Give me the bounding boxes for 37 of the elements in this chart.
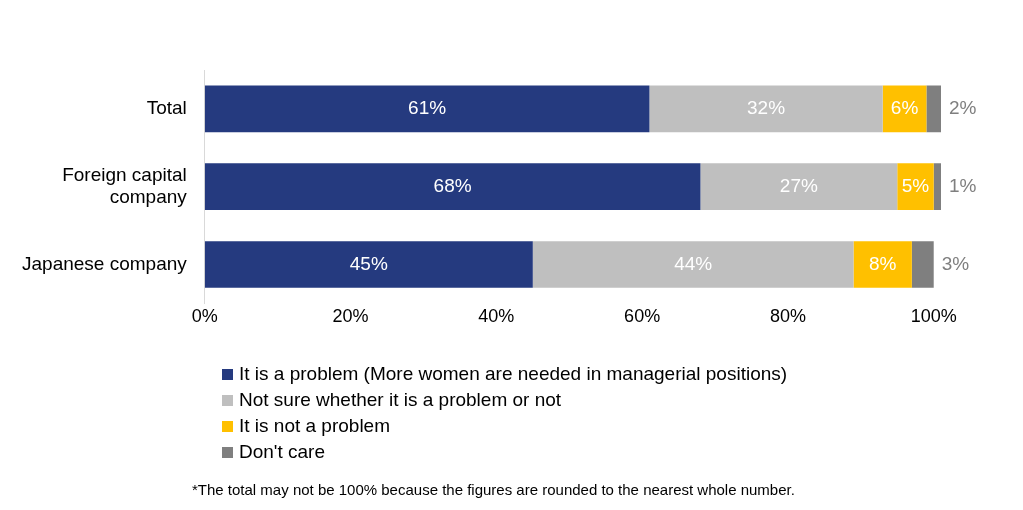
- data-label: 68%: [433, 174, 472, 196]
- data-label: 44%: [674, 252, 713, 274]
- x-tick-label: 0%: [191, 306, 218, 327]
- bar: [204, 163, 701, 211]
- data-label: 5%: [901, 174, 930, 196]
- legend-label: It is not a problem: [239, 415, 391, 437]
- data-label: 61%: [408, 97, 447, 119]
- bar: [204, 85, 650, 133]
- bar: [853, 241, 912, 288]
- x-tick-label: 100%: [910, 306, 957, 327]
- legend-label: It is a problem (More women are needed in managerial positions): [239, 363, 788, 385]
- x-tick-label: 80%: [769, 306, 806, 327]
- bar: [700, 163, 898, 211]
- bar: [204, 241, 533, 288]
- legend-label: Not sure whether it is a problem or not: [239, 389, 562, 411]
- x-tick-label: 20%: [332, 306, 369, 327]
- bar: [649, 85, 883, 133]
- bar: [926, 85, 941, 133]
- y-tick-label: Total: [146, 97, 187, 119]
- x-tick-label: 40%: [478, 306, 515, 327]
- y-tick-label: Foreign capital company: [62, 163, 188, 208]
- text: *The total may not be 100% because the figures are rounded to the nearest whole number.: [192, 481, 795, 498]
- data-label: 1%: [949, 174, 977, 196]
- bar: [897, 163, 934, 211]
- x-tick-label: 60%: [624, 306, 661, 327]
- y-tick-label: Japanese company: [21, 252, 188, 274]
- bar: [532, 241, 854, 288]
- data-label: 8%: [868, 252, 897, 274]
- data-label: 6%: [890, 97, 919, 119]
- data-label: 32%: [747, 97, 786, 119]
- bar: [933, 163, 941, 211]
- legend-label: Don't care: [239, 441, 326, 463]
- bar: [911, 241, 934, 288]
- data-label: 3%: [941, 252, 970, 274]
- data-label: 45%: [349, 252, 388, 274]
- data-label: 27%: [779, 174, 818, 196]
- data-label: 2%: [949, 97, 977, 119]
